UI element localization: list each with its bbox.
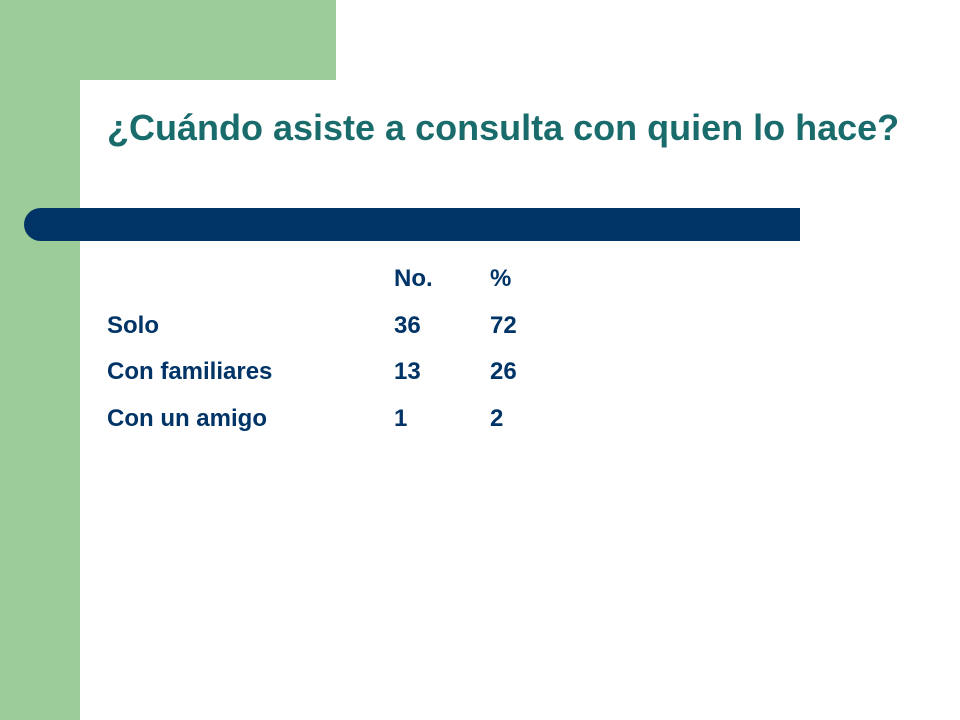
row-value-no: 13 [394,358,421,385]
decorative-green-top-block [80,0,336,80]
row-value-no: 1 [394,405,408,432]
row-value-no: 36 [394,312,421,339]
column-header-no: No. [394,265,433,292]
title-underline-bar [24,208,800,241]
row-value-percent: 2 [490,405,504,432]
row-value-percent: 26 [490,358,517,385]
slide-title: ¿Cuándo asiste a consulta con quien lo h… [107,107,900,148]
decorative-green-sidebar [0,0,80,720]
row-value-percent: 72 [490,312,517,339]
row-label-con-familiares: Con familiares [107,358,273,385]
row-label-solo: Solo [107,312,159,339]
row-label-con-un-amigo: Con un amigo [107,405,267,432]
column-header-percent: % [490,265,512,292]
